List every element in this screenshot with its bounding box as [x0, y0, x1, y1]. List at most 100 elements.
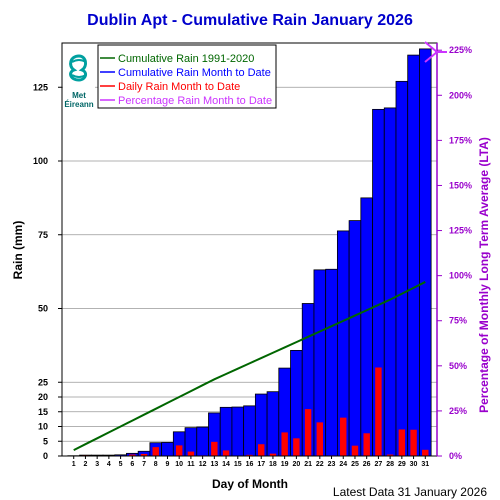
x-tick-label: 28 — [386, 461, 394, 468]
lta-line — [73, 281, 426, 451]
y-tick-label: 10 — [38, 422, 48, 432]
daily-bar — [316, 422, 324, 456]
cumulative-bar — [266, 391, 280, 457]
y-tick-label: 20 — [38, 392, 48, 402]
x-tick-label: 29 — [398, 461, 406, 468]
met-eireann-logo: Met Éireann — [63, 47, 95, 112]
x-tick-label: 30 — [410, 461, 418, 468]
legend-item-daily: Daily Rain Month to Date — [118, 81, 240, 93]
x-tick-label: 15 — [234, 461, 242, 468]
x-tick-label: 16 — [246, 461, 254, 468]
y-tick-label: 25 — [38, 377, 48, 387]
x-axis-ticks: 1 2 3 4 5 6 7 8 9 10 11 12 13 14 15 16 17 18 19 20 21 22 23 24 2… — [72, 456, 429, 468]
x-tick-label: 7 — [142, 461, 146, 468]
x-tick-label: 4 — [107, 461, 111, 468]
latest-data-footer: Latest Data 31 January 2026 — [333, 485, 487, 499]
cumulative-bar — [161, 442, 174, 457]
daily-bar — [129, 454, 136, 456]
y-right-tick-label: 175% — [449, 135, 472, 145]
legend-box — [97, 44, 277, 109]
y-tick-label: 75 — [38, 230, 48, 240]
daily-bar — [187, 451, 195, 456]
x-tick-label: 3 — [95, 461, 99, 468]
legend-item-cumulative: Cumulative Rain Month to Date — [118, 67, 271, 79]
daily-bar — [281, 432, 288, 456]
left-axis-ticks: 0 5 10 15 20 25 50 75 100 125 — [33, 82, 62, 461]
daily-bar — [269, 453, 277, 456]
daily-bars — [70, 367, 429, 456]
x-tick-label: 1 — [72, 461, 76, 468]
daily-bar — [140, 453, 148, 456]
x-tick-label: 9 — [166, 461, 170, 468]
x-tick-label: 25 — [351, 461, 359, 468]
x-tick-label: 17 — [257, 461, 265, 468]
daily-bar — [386, 454, 394, 456]
cumulative-bar — [219, 406, 233, 457]
x-tick-label: 21 — [304, 461, 312, 468]
x-tick-label: 6 — [130, 461, 134, 468]
cumulative-bar — [348, 220, 362, 457]
cumulative-bar — [419, 48, 432, 457]
chart-title: Dublin Apt - Cumulative Rain January 202… — [87, 12, 413, 29]
x-tick-label: 23 — [328, 461, 336, 468]
daily-bar — [246, 454, 253, 456]
daily-bar — [222, 450, 230, 456]
cumulative-bar — [407, 54, 420, 457]
daily-bar — [152, 447, 159, 456]
daily-bar — [375, 367, 382, 456]
daily-bar — [211, 441, 218, 456]
daily-bar — [257, 444, 265, 456]
y-right-tick-label: 150% — [449, 180, 472, 190]
y-right-tick-label: 125% — [449, 226, 472, 236]
cumulative-bar — [243, 405, 256, 457]
cumulative-bar — [383, 107, 397, 457]
cumulative-bars — [67, 48, 432, 457]
gridlines — [62, 86, 437, 457]
y-axis-title: Rain (mm) — [11, 221, 25, 280]
daily-bar — [175, 445, 183, 456]
x-tick-label: 14 — [222, 461, 230, 468]
cumulative-bar — [325, 268, 338, 457]
y-tick-label: 125 — [33, 82, 48, 92]
y-right-tick-label: 50% — [449, 361, 467, 371]
y-right-tick-label: 200% — [449, 90, 472, 100]
daily-bar — [410, 429, 417, 456]
x-tick-label: 5 — [119, 461, 123, 468]
x-tick-label: 24 — [339, 461, 347, 468]
x-tick-label: 27 — [375, 461, 383, 468]
y-right-tick-label: 100% — [449, 271, 472, 281]
x-tick-label: 2 — [83, 461, 87, 468]
legend-item-percentage: Percentage Rain Month to Date — [118, 95, 272, 107]
daily-bar — [293, 438, 300, 456]
x-tick-label: 8 — [154, 461, 158, 468]
lta-polyline — [73, 281, 426, 451]
cumulative-bar — [360, 197, 373, 457]
x-tick-label: 19 — [281, 461, 289, 468]
daily-bar — [363, 433, 370, 456]
y-tick-label: 0 — [43, 451, 48, 461]
daily-bar — [422, 449, 429, 456]
cumulative-bar — [395, 80, 409, 457]
y-right-tick-label: 75% — [449, 316, 467, 326]
x-tick-label: 20 — [292, 461, 300, 468]
y-right-tick-label: 0% — [449, 451, 462, 461]
x-tick-label: 22 — [316, 461, 324, 468]
cumulative-bar — [196, 426, 209, 457]
daily-bar — [398, 429, 406, 456]
svg-text:Met: Met — [72, 91, 86, 100]
y-right-tick-label: 225% — [449, 45, 472, 55]
x-tick-label: 26 — [363, 461, 371, 468]
x-axis-title: Day of Month — [212, 477, 288, 491]
legend-item-lta: Cumulative Rain 1991-2020 — [118, 53, 254, 65]
daily-bar — [304, 409, 312, 456]
y-tick-label: 50 — [38, 304, 48, 314]
y-tick-label: 15 — [38, 407, 48, 417]
legend: Cumulative Rain 1991-2020 Cumulative Rai… — [97, 44, 277, 109]
y-tick-label: 100 — [33, 156, 48, 166]
daily-bar — [351, 445, 359, 456]
y-right-tick-label: 25% — [449, 406, 467, 416]
x-tick-label: 10 — [175, 461, 183, 468]
x-tick-label: 31 — [421, 461, 429, 468]
y-axis-right-title: Percentage of Monthly Long Term Average … — [477, 137, 491, 413]
